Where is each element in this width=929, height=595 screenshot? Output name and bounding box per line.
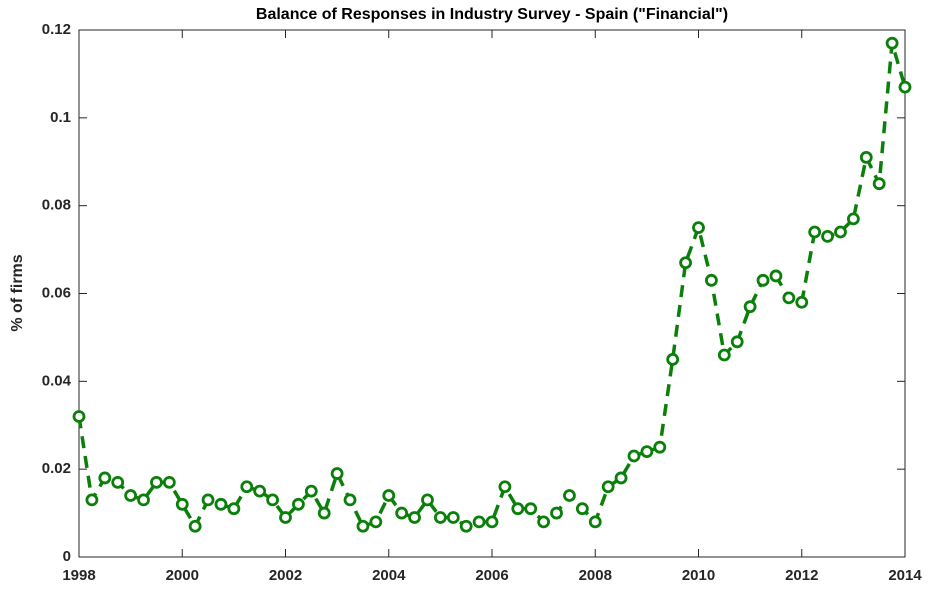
data-marker: [679, 256, 692, 270]
data-marker: [421, 493, 434, 507]
data-marker: [446, 511, 460, 524]
data-marker: [72, 410, 86, 423]
data-marker: [408, 511, 421, 524]
data-marker: [537, 515, 551, 529]
data-marker: [730, 335, 744, 349]
data-marker: [743, 300, 757, 314]
data-marker: [588, 515, 602, 529]
data-marker: [369, 515, 383, 529]
data-marker: [266, 493, 279, 507]
data-marker: [485, 515, 499, 529]
data-marker: [330, 467, 344, 480]
data-marker: [498, 480, 512, 494]
y-tick-label: 0.08: [42, 197, 71, 214]
x-tick-label: 2000: [166, 567, 199, 584]
data-marker: [188, 519, 202, 533]
data-marker: [356, 519, 370, 533]
x-tick-label: 2002: [269, 567, 302, 584]
y-tick-label: 0.1: [50, 109, 71, 126]
data-marker: [705, 273, 718, 287]
x-tick-label: 2010: [682, 567, 715, 584]
data-marker: [343, 493, 357, 507]
data-marker: [859, 150, 873, 164]
x-tick-label: 2004: [372, 567, 406, 584]
data-marker: [304, 484, 318, 498]
x-tick-label: 2012: [785, 567, 818, 584]
data-marker: [627, 449, 641, 463]
data-marker: [846, 212, 860, 226]
data-marker: [111, 475, 125, 489]
y-axis-label: % of firms: [9, 254, 26, 331]
data-marker: [692, 221, 705, 235]
data-marker: [795, 295, 809, 309]
y-tick-label: 0.06: [42, 284, 71, 301]
data-marker: [292, 497, 305, 511]
data-marker: [601, 480, 615, 494]
y-tick-label: 0.04: [42, 372, 72, 389]
data-line: [77, 42, 907, 530]
y-tick-label: 0: [63, 548, 71, 565]
data-marker: [227, 502, 241, 516]
data-marker: [575, 502, 589, 516]
y-tick-label: 0.12: [42, 21, 71, 38]
x-tick-label: 2006: [475, 567, 508, 584]
x-tick-label: 2008: [579, 567, 612, 584]
data-marker: [150, 475, 163, 489]
plot-frame: [78, 29, 906, 558]
data-marker: [834, 225, 847, 239]
data-marker: [279, 511, 292, 524]
data-marker: [162, 475, 176, 489]
data-marker: [769, 269, 783, 283]
data-marker: [201, 493, 215, 507]
chart-title: Balance of Responses in Industry Survey …: [256, 6, 728, 23]
data-marker: [821, 230, 834, 243]
data-marker: [614, 471, 628, 485]
data-marker: [640, 445, 654, 459]
data-marker: [382, 489, 396, 502]
data-marker: [511, 502, 525, 516]
data-marker: [550, 506, 563, 520]
data-marker: [472, 515, 486, 529]
data-marker: [653, 440, 667, 454]
x-tick-label: 1998: [62, 567, 95, 584]
data-marker: [563, 489, 576, 502]
data-marker: [717, 348, 731, 362]
data-marker: [898, 80, 912, 94]
data-marker: [214, 497, 228, 511]
data-marker: [756, 273, 770, 287]
data-marker: [395, 506, 409, 520]
data-marker: [782, 291, 796, 305]
data-marker: [124, 489, 138, 502]
data-marker: [317, 506, 331, 520]
x-tick-label: 2014: [888, 567, 922, 584]
data-marker: [433, 511, 447, 524]
data-marker: [808, 225, 822, 239]
data-marker: [459, 519, 473, 533]
data-marker: [137, 493, 150, 507]
data-marker: [85, 493, 99, 507]
data-marker: [240, 480, 254, 494]
data-marker: [98, 471, 112, 485]
data-marker: [524, 502, 538, 516]
data-marker: [872, 177, 886, 191]
data-marker: [666, 352, 680, 366]
data-marker: [253, 484, 267, 498]
data-marker: [885, 36, 899, 50]
data-marker: [175, 497, 189, 511]
y-tick-label: 0.02: [42, 460, 71, 477]
